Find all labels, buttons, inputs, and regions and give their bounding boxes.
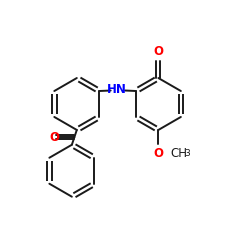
Text: HN: HN: [107, 83, 127, 96]
Text: O: O: [49, 131, 59, 144]
Text: O: O: [153, 147, 163, 160]
Text: 3: 3: [184, 149, 190, 158]
Text: CH: CH: [171, 147, 188, 160]
Text: O: O: [154, 45, 164, 58]
